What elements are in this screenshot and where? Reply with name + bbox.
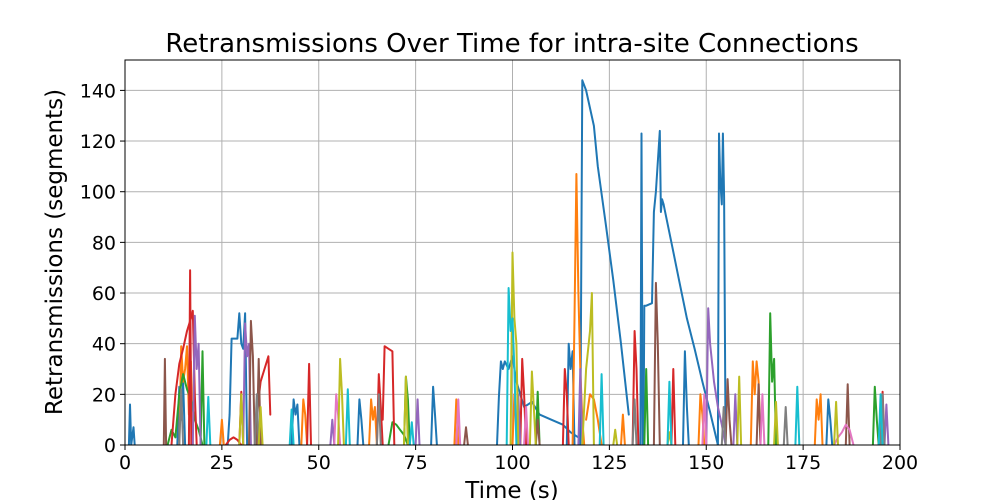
series-line xyxy=(337,357,345,445)
series-line xyxy=(755,383,762,445)
series-line xyxy=(199,350,206,445)
x-tick-label: 50 xyxy=(307,452,331,474)
series-line xyxy=(670,368,677,445)
y-tick-label: 60 xyxy=(92,283,116,305)
series-line xyxy=(381,345,396,445)
series-line xyxy=(782,406,789,445)
series-line xyxy=(631,330,640,445)
series-line xyxy=(720,406,727,445)
series-line xyxy=(620,413,626,445)
series-line xyxy=(759,393,766,445)
series-line xyxy=(631,398,638,445)
series-line xyxy=(356,398,365,445)
y-tick-label: 120 xyxy=(80,131,116,153)
series-line xyxy=(523,406,529,445)
series-line xyxy=(205,395,212,445)
series-line xyxy=(375,393,382,445)
series-line xyxy=(344,388,351,445)
series-line xyxy=(642,129,665,445)
x-axis-label: Time (s) xyxy=(464,478,559,500)
series-line xyxy=(701,393,708,445)
series-line xyxy=(288,408,295,445)
series-line xyxy=(794,385,801,445)
y-tick-label: 140 xyxy=(80,80,116,102)
y-tick-label: 80 xyxy=(92,232,116,254)
series-line xyxy=(877,393,884,445)
x-tick-label: 125 xyxy=(591,452,627,474)
series-line xyxy=(187,269,193,445)
series-line xyxy=(705,307,727,445)
y-axis-label: Retransmissions (segments) xyxy=(42,89,68,415)
series-line xyxy=(666,380,673,445)
series-line xyxy=(257,406,264,445)
series-line xyxy=(732,393,739,445)
x-tick-label: 175 xyxy=(785,452,821,474)
series-line xyxy=(716,132,727,445)
series-line xyxy=(612,428,619,445)
series-line xyxy=(509,251,520,445)
series-line xyxy=(643,368,650,445)
series-line xyxy=(577,368,584,445)
series-line xyxy=(767,312,777,445)
series-line xyxy=(833,400,839,445)
chart-title: Retransmissions Over Time for intra-site… xyxy=(165,29,858,59)
series-line xyxy=(408,421,415,445)
series-line xyxy=(579,79,630,445)
series-line xyxy=(290,398,301,445)
x-tick-label: 25 xyxy=(210,452,234,474)
series-line xyxy=(238,393,245,445)
series-line xyxy=(178,388,185,445)
x-tick-label: 0 xyxy=(119,452,131,474)
series-line xyxy=(813,393,824,445)
series-line xyxy=(218,418,225,445)
series-lines xyxy=(127,79,890,445)
series-line xyxy=(253,393,260,445)
axis-ticks: 0 25 50 75 100 125 150 175 200 0 20 40 60 80 100 120 140 xyxy=(80,80,918,474)
series-line xyxy=(682,350,690,445)
series-line xyxy=(883,403,890,445)
series-line xyxy=(463,426,469,445)
series-line xyxy=(662,203,719,445)
series-line xyxy=(368,398,378,445)
y-tick-label: 100 xyxy=(80,182,116,204)
series-line xyxy=(505,287,518,445)
series-line xyxy=(127,403,136,445)
x-tick-label: 150 xyxy=(688,452,724,474)
series-line xyxy=(403,375,409,445)
series-line xyxy=(162,357,168,445)
series-line xyxy=(561,368,570,445)
series-line xyxy=(825,398,834,445)
y-tick-label: 40 xyxy=(92,334,116,356)
series-line xyxy=(534,418,541,445)
series-line xyxy=(300,398,309,445)
series-line xyxy=(414,398,421,445)
x-tick-label: 75 xyxy=(404,452,428,474)
series-line xyxy=(844,383,851,445)
x-tick-label: 200 xyxy=(882,452,918,474)
x-tick-label: 100 xyxy=(494,452,530,474)
series-line xyxy=(581,292,595,445)
series-line xyxy=(639,132,644,445)
series-line xyxy=(724,378,733,445)
series-line xyxy=(306,362,312,445)
series-line xyxy=(248,319,256,445)
series-line xyxy=(528,370,537,445)
series-line xyxy=(191,314,202,445)
series-line xyxy=(598,373,605,445)
series-line xyxy=(455,398,462,445)
series-line xyxy=(871,385,880,445)
series-line xyxy=(736,375,743,445)
series-line xyxy=(652,281,661,445)
series-line xyxy=(773,400,779,445)
series-line xyxy=(430,385,438,445)
y-tick-label: 0 xyxy=(104,435,116,457)
y-tick-label: 20 xyxy=(92,384,116,406)
